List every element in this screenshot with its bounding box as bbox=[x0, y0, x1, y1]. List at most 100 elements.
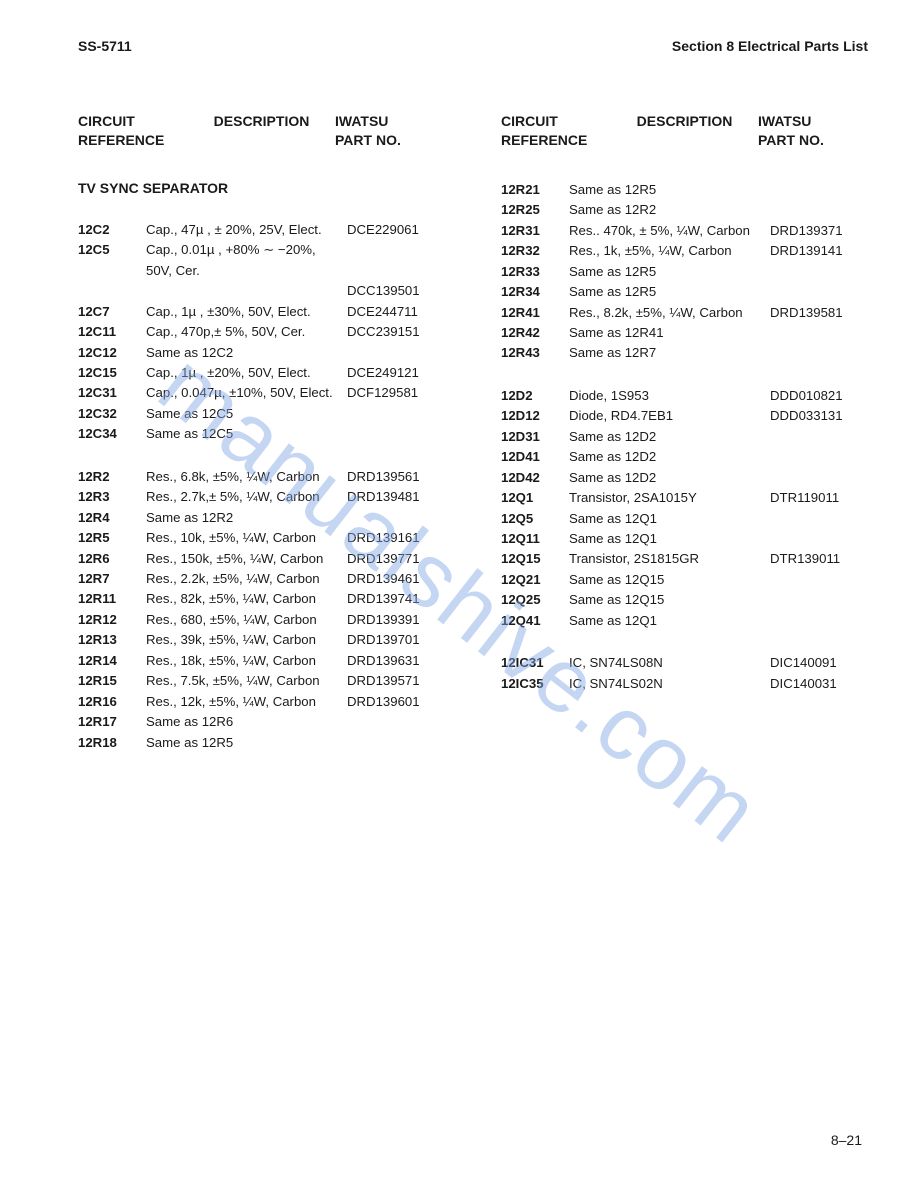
table-row: 12R41Res., 8.2k, ±5%, ¼W, CarbonDRD13958… bbox=[501, 303, 868, 323]
part-number: DRD139581 bbox=[770, 303, 868, 323]
right-rows: 12R21Same as 12R512R25Same as 12R212R31R… bbox=[501, 180, 868, 694]
table-row: 12Q25Same as 12Q15 bbox=[501, 590, 868, 610]
circuit-reference: 12IC35 bbox=[501, 674, 569, 694]
circuit-reference: 12D31 bbox=[501, 427, 569, 447]
description: Res.. 470k, ± 5%, ¼W, Carbon bbox=[569, 221, 770, 241]
circuit-reference: 12Q25 bbox=[501, 590, 569, 610]
section-label: Section 8 Electrical Parts List bbox=[672, 38, 868, 54]
circuit-reference: 12R31 bbox=[501, 221, 569, 241]
row-gap bbox=[78, 445, 445, 467]
table-row: 12D2Diode, 1S953DDD010821 bbox=[501, 386, 868, 406]
table-row: 12Q21Same as 12Q15 bbox=[501, 570, 868, 590]
part-number: DCE244711 bbox=[347, 302, 445, 322]
table-row: 12D42Same as 12D2 bbox=[501, 468, 868, 488]
part-number: DRD139701 bbox=[347, 630, 445, 650]
col-head-part-l2: PART NO. bbox=[758, 131, 868, 150]
table-row: 12D41Same as 12D2 bbox=[501, 447, 868, 467]
part-number: DRD139371 bbox=[770, 221, 868, 241]
description: Cap., 0.047µ, ±10%, 50V, Elect. bbox=[146, 383, 347, 403]
description: Same as 12Q1 bbox=[569, 611, 770, 631]
table-row: 12R43Same as 12R7 bbox=[501, 343, 868, 363]
table-row: 12C2Cap., 47µ , ± 20%, 25V, Elect.DCE229… bbox=[78, 220, 445, 240]
table-row: 12IC31IC, SN74LS08NDIC140091 bbox=[501, 653, 868, 673]
circuit-reference: 12Q21 bbox=[501, 570, 569, 590]
table-row: 12R18Same as 12R5 bbox=[78, 733, 445, 753]
circuit-reference: 12D41 bbox=[501, 447, 569, 467]
description: Res., 39k, ±5%, ¼W, Carbon bbox=[146, 630, 347, 650]
column-header: CIRCUIT REFERENCE DESCRIPTION IWATSU PAR… bbox=[501, 112, 868, 150]
description: Res., 18k, ±5%, ¼W, Carbon bbox=[146, 651, 347, 671]
table-row: 12R6Res., 150k, ±5%, ¼W, CarbonDRD139771 bbox=[78, 549, 445, 569]
columns: CIRCUIT REFERENCE DESCRIPTION IWATSU PAR… bbox=[78, 112, 868, 753]
circuit-reference: 12D2 bbox=[501, 386, 569, 406]
table-row: 12R12Res., 680, ±5%, ¼W, CarbonDRD139391 bbox=[78, 610, 445, 630]
description: Same as 12Q15 bbox=[569, 590, 770, 610]
description: Same as 12R6 bbox=[146, 712, 347, 732]
circuit-reference: 12R2 bbox=[78, 467, 146, 487]
part-number: DIC140091 bbox=[770, 653, 868, 673]
part-number: DDD033131 bbox=[770, 406, 868, 426]
table-row: 12R2Res., 6.8k, ±5%, ¼W, CarbonDRD139561 bbox=[78, 467, 445, 487]
col-head-ref-l2: REFERENCE bbox=[78, 131, 188, 150]
description: Same as 12C5 bbox=[146, 424, 347, 444]
description: Res., 82k, ±5%, ¼W, Carbon bbox=[146, 589, 347, 609]
col-head-desc: DESCRIPTION bbox=[611, 112, 758, 150]
circuit-reference: 12R17 bbox=[78, 712, 146, 732]
circuit-reference: 12R13 bbox=[78, 630, 146, 650]
table-row: 12R11Res., 82k, ±5%, ¼W, CarbonDRD139741 bbox=[78, 589, 445, 609]
table-row: 12C12Same as 12C2 bbox=[78, 343, 445, 363]
description: Res., 680, ±5%, ¼W, Carbon bbox=[146, 610, 347, 630]
description: Same as 12Q15 bbox=[569, 570, 770, 590]
part-number: DRD139561 bbox=[347, 467, 445, 487]
section-title: TV SYNC SEPARATOR bbox=[78, 180, 445, 196]
description: Cap., 470p,± 5%, 50V, Cer. bbox=[146, 322, 347, 342]
circuit-reference: 12Q15 bbox=[501, 549, 569, 569]
description: IC, SN74LS02N bbox=[569, 674, 770, 694]
table-row: 12Q1Transistor, 2SA1015YDTR119011 bbox=[501, 488, 868, 508]
description: Diode, RD4.7EB1 bbox=[569, 406, 770, 426]
part-number: DRD139461 bbox=[347, 569, 445, 589]
doc-id: SS-5711 bbox=[78, 38, 132, 54]
circuit-reference: 12C12 bbox=[78, 343, 146, 363]
description: Same as 12D2 bbox=[569, 427, 770, 447]
part-number: DTR119011 bbox=[770, 488, 868, 508]
circuit-reference: 12R25 bbox=[501, 200, 569, 220]
description: Same as 12C5 bbox=[146, 404, 347, 424]
col-head-part-l1: IWATSU bbox=[758, 112, 868, 131]
circuit-reference: 12R12 bbox=[78, 610, 146, 630]
part-number: DRD139161 bbox=[347, 528, 445, 548]
circuit-reference: 12R42 bbox=[501, 323, 569, 343]
circuit-reference: 12C15 bbox=[78, 363, 146, 383]
description: Res., 8.2k, ±5%, ¼W, Carbon bbox=[569, 303, 770, 323]
description: Res., 10k, ±5%, ¼W, Carbon bbox=[146, 528, 347, 548]
circuit-reference: 12D12 bbox=[501, 406, 569, 426]
table-row: 12R31Res.. 470k, ± 5%, ¼W, CarbonDRD1393… bbox=[501, 221, 868, 241]
description: Cap., 47µ , ± 20%, 25V, Elect. bbox=[146, 220, 347, 240]
circuit-reference: 12C11 bbox=[78, 322, 146, 342]
circuit-reference: 12R33 bbox=[501, 262, 569, 282]
part-number: DTR139011 bbox=[770, 549, 868, 569]
circuit-reference: 12IC31 bbox=[501, 653, 569, 673]
col-head-desc: DESCRIPTION bbox=[188, 112, 335, 150]
circuit-reference: 12R11 bbox=[78, 589, 146, 609]
table-row: DCC139501 bbox=[78, 281, 445, 301]
part-number: DRD139571 bbox=[347, 671, 445, 691]
description: Res., 1k, ±5%, ¼W, Carbon bbox=[569, 241, 770, 261]
row-gap bbox=[501, 631, 868, 653]
circuit-reference: 12R14 bbox=[78, 651, 146, 671]
part-number: DIC140031 bbox=[770, 674, 868, 694]
part-number: DRD139601 bbox=[347, 692, 445, 712]
col-head-part-l2: PART NO. bbox=[335, 131, 445, 150]
table-row: 12Q11Same as 12Q1 bbox=[501, 529, 868, 549]
part-number: DDD010821 bbox=[770, 386, 868, 406]
part-number: DRD139391 bbox=[347, 610, 445, 630]
table-row: 12D31Same as 12D2 bbox=[501, 427, 868, 447]
col-head-part-l1: IWATSU bbox=[335, 112, 445, 131]
table-row: 12R32Res., 1k, ±5%, ¼W, CarbonDRD139141 bbox=[501, 241, 868, 261]
description: Cap., 1µ , ±30%, 50V, Elect. bbox=[146, 302, 347, 322]
table-row: 12C34Same as 12C5 bbox=[78, 424, 445, 444]
circuit-reference: 12R4 bbox=[78, 508, 146, 528]
table-row: 12C15Cap., 1µ , ±20%, 50V, Elect.DCE2491… bbox=[78, 363, 445, 383]
table-row: 12R15Res., 7.5k, ±5%, ¼W, CarbonDRD13957… bbox=[78, 671, 445, 691]
col-head-ref-l2: REFERENCE bbox=[501, 131, 611, 150]
